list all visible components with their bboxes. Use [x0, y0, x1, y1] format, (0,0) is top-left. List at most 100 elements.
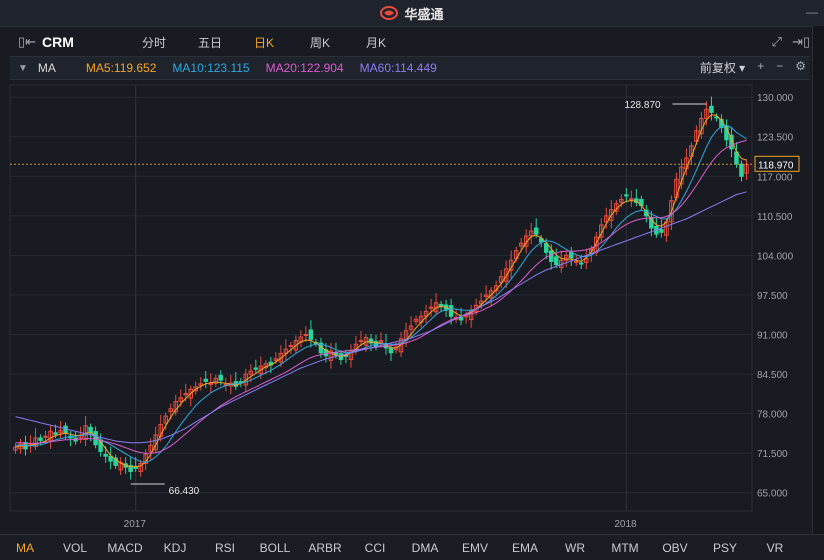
- app-title: 华盛通: [404, 6, 444, 22]
- ma-line-ma5: [15, 114, 747, 468]
- minus-icon[interactable]: −: [776, 59, 784, 73]
- candle-body: [553, 256, 559, 266]
- tab-emv[interactable]: EMV: [461, 540, 488, 555]
- y-tick-label: 130.000: [757, 93, 794, 104]
- tab-vol[interactable]: VOL: [62, 540, 87, 555]
- tab-obv[interactable]: OBV: [662, 540, 688, 555]
- ma60-value: MA60:114.449: [359, 61, 437, 75]
- candle-body: [503, 268, 509, 282]
- candle-body: [393, 346, 399, 351]
- collapse-panel-icon[interactable]: ▯⇤: [18, 34, 37, 49]
- price-adjust-dropdown[interactable]: 前复权 ▾: [699, 61, 746, 75]
- settings-gear-icon[interactable]: ⚙: [795, 59, 806, 73]
- candle-body: [258, 365, 264, 375]
- candle-body: [358, 340, 364, 343]
- candle-body: [288, 344, 294, 347]
- y-tick-label: 65.000: [757, 489, 788, 500]
- fullscreen-icon[interactable]: ⤢: [771, 34, 782, 49]
- tab-dma[interactable]: DMA: [411, 540, 439, 555]
- candle-body: [293, 340, 299, 351]
- candle-body: [198, 383, 204, 386]
- current-price-box: [754, 155, 800, 172]
- tab-cci[interactable]: CCI: [364, 540, 386, 555]
- y-tick-label: 84.500: [757, 370, 788, 381]
- indicator-bar: ▼ MA MA5:119.652 MA10:123.115 MA20:122.9…: [10, 56, 810, 80]
- indicator-tabs: MA VOL MACD KDJ RSI BOLL ARBR CCI DMA EM…: [0, 534, 824, 560]
- candle-body: [548, 250, 554, 262]
- candle-body: [213, 377, 219, 384]
- candle-body: [609, 209, 614, 221]
- candle-body: [563, 254, 569, 261]
- tab-vr[interactable]: VR: [766, 540, 784, 555]
- candle-body: [538, 238, 544, 243]
- tab-weekly-k[interactable]: 周K: [310, 35, 331, 50]
- candle-body: [629, 198, 634, 201]
- candle-body: [243, 373, 249, 386]
- current-price-label: 118.970: [758, 160, 794, 171]
- add-icon[interactable]: +: [757, 59, 765, 73]
- candle-body: [604, 215, 609, 223]
- candle-body: [739, 163, 744, 177]
- tab-kdj[interactable]: KDJ: [163, 540, 187, 555]
- y-tick-label: 78.000: [757, 410, 788, 421]
- tab-ema[interactable]: EMA: [511, 540, 538, 555]
- candle-body: [173, 400, 178, 413]
- tab-ma[interactable]: MA: [16, 540, 34, 555]
- window-control-icon[interactable]: —: [806, 5, 818, 19]
- tab-wr[interactable]: WR: [565, 540, 585, 555]
- candle-body: [348, 350, 354, 360]
- high-price-label: 128.870: [624, 100, 661, 111]
- tab-macd[interactable]: MACD: [107, 540, 143, 555]
- candle-body: [483, 294, 489, 297]
- tab-rsi[interactable]: RSI: [214, 540, 235, 555]
- candle-body: [388, 347, 394, 354]
- candle-body: [303, 334, 309, 337]
- candle-body: [128, 465, 133, 472]
- price-adjust-label: 前复权: [699, 61, 736, 75]
- candle-body: [218, 374, 224, 381]
- chevron-down-icon[interactable]: ▼: [18, 62, 28, 74]
- ma10-value: MA10:123.115: [172, 61, 250, 75]
- chart-canvas: 130.000 123.500 117.000 110.500 104.000 97.50…: [9, 84, 800, 530]
- candle-body: [193, 386, 199, 392]
- chart-toolbar: ▯⇤ CRM 分时 五日 日K 周K 月K ⤢ ⇥▯: [10, 30, 810, 54]
- candle-body: [533, 227, 539, 235]
- tab-boll[interactable]: BOLL: [259, 540, 291, 555]
- candle-body: [168, 408, 173, 412]
- ma-line-ma60: [15, 191, 747, 444]
- ma5-value: MA5:119.652: [85, 61, 157, 75]
- candle-body: [398, 338, 404, 353]
- candle-body: [528, 230, 534, 237]
- candle-body: [38, 437, 43, 441]
- y-tick-label: 123.500: [757, 133, 794, 144]
- candle-body: [694, 130, 699, 142]
- candle-body: [488, 290, 494, 299]
- candle-body: [669, 200, 674, 223]
- tab-arbr[interactable]: ARBR: [308, 540, 342, 555]
- y-tick-label: 91.000: [757, 331, 788, 342]
- candle-body: [659, 229, 664, 233]
- candle-body: [253, 367, 259, 370]
- tab-mtm[interactable]: MTM: [611, 540, 639, 555]
- candle-body: [138, 463, 143, 472]
- tab-five-day[interactable]: 五日: [198, 35, 223, 50]
- right-side-strip: [812, 26, 824, 534]
- candle-body: [709, 105, 714, 113]
- candle-body: [378, 340, 384, 343]
- candle-body: [584, 257, 589, 263]
- tab-intraday[interactable]: 分时: [142, 35, 167, 50]
- candlestick-chart[interactable]: 130.000 123.500 117.000 110.500 104.000 97.50…: [0, 79, 824, 534]
- tab-psy[interactable]: PSY: [712, 540, 737, 555]
- candle-body: [183, 393, 188, 396]
- app-title-group: 华盛通: [380, 4, 444, 23]
- candle-body: [208, 382, 214, 385]
- indicator-name[interactable]: MA: [37, 61, 56, 75]
- tab-monthly-k[interactable]: 月K: [366, 35, 387, 50]
- candle-body: [53, 432, 58, 435]
- x-axis-label: 2017: [124, 519, 147, 530]
- y-tick-label: 117.000: [757, 172, 793, 183]
- dock-panel-icon[interactable]: ⇥▯: [791, 34, 810, 49]
- y-tick-label: 104.000: [757, 251, 794, 262]
- tab-daily-k[interactable]: 日K: [254, 35, 275, 50]
- candle-body: [368, 338, 374, 344]
